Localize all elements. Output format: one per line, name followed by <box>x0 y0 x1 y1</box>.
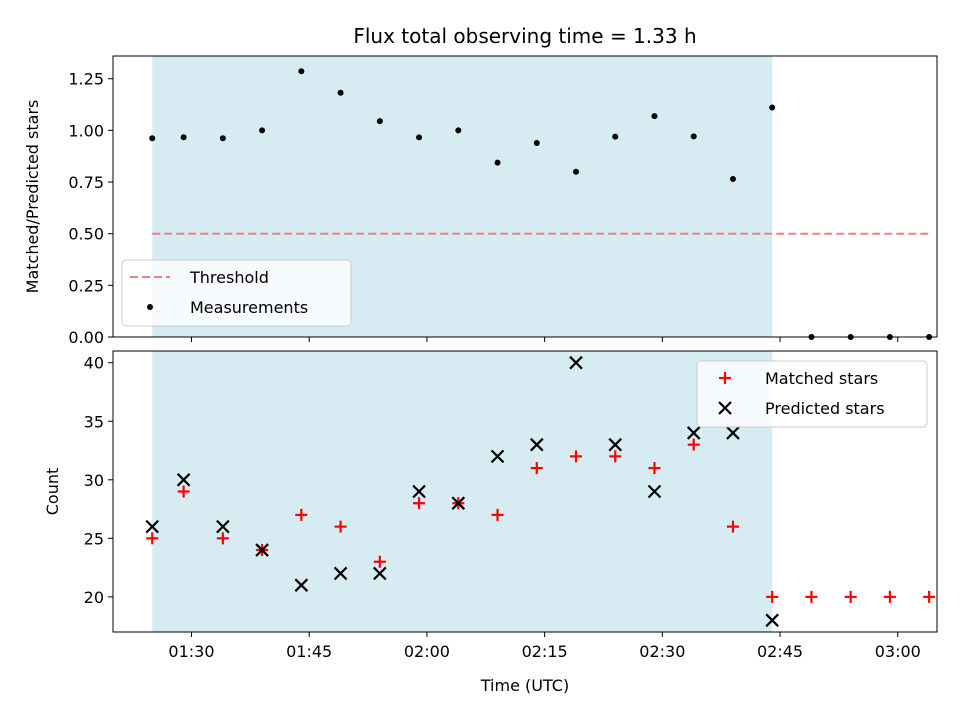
measurements-point <box>219 135 226 142</box>
measurements-point <box>149 135 156 142</box>
matched-stars-point <box>687 438 700 451</box>
top-y-axis-label: Matched/Predicted stars <box>23 100 42 294</box>
predicted-stars-point <box>412 484 426 499</box>
matched-stars-point <box>844 590 857 603</box>
x-tick-label: 02:00 <box>404 642 450 661</box>
matched-stars-point <box>413 497 426 510</box>
bottom-legend <box>696 360 928 428</box>
top-y-tick-label: 0.75 <box>68 173 104 192</box>
matched-stars-point <box>648 462 661 475</box>
legend-swatch-predicted-stars <box>718 401 732 415</box>
predicted-stars-point <box>176 473 191 487</box>
top-y-tick-label: 0.25 <box>68 276 104 295</box>
x-tick-label: 01:45 <box>286 642 332 661</box>
top-y-tick-label: 0.50 <box>68 225 104 244</box>
predicted-stars-point <box>255 543 269 557</box>
measurements-point <box>416 134 423 141</box>
predicted-stars-point <box>373 566 387 581</box>
predicted-stars-point <box>765 613 779 628</box>
top-panel-frame <box>112 55 938 338</box>
x-axis-label: Time (UTC) <box>480 676 569 695</box>
bottom-y-tick-label: 20 <box>84 588 104 607</box>
bottom-y-axis-label: Count <box>43 468 62 516</box>
measurements-point <box>769 104 776 111</box>
matched-stars-point <box>805 590 818 603</box>
bottom-y-tick-label: 35 <box>84 412 104 431</box>
bottom-panel-frame <box>112 350 938 633</box>
measurements-point <box>298 68 305 75</box>
bottom-panel: 20 25 30 35 40 01:30 01:45 02:00 02:15 02:30 02:45… <box>43 350 938 695</box>
predicted-stars-point <box>333 566 348 581</box>
x-tick-label: 02:30 <box>639 642 685 661</box>
matched-stars-point <box>726 520 739 533</box>
top-legend <box>121 259 352 327</box>
predicted-stars-point <box>451 496 466 510</box>
chart-title: Flux total observing time = 1.33 h <box>353 24 696 48</box>
measurements-point <box>337 89 344 96</box>
matched-stars-point <box>766 590 779 603</box>
top-y-tick-label: 0.00 <box>68 328 104 347</box>
predicted-stars-point <box>608 437 623 452</box>
legend-label-measurements: Measurements <box>190 298 308 317</box>
legend-label-predicted-stars: Predicted stars <box>765 399 885 418</box>
matched-stars-point <box>216 532 229 545</box>
x-tick-label: 03:00 <box>875 642 921 661</box>
predicted-stars-point <box>569 355 583 370</box>
measurements-point <box>729 175 736 182</box>
bottom-y-tick-label: 25 <box>84 529 104 548</box>
measurements-point <box>494 159 501 166</box>
measurements-point <box>573 168 580 175</box>
matched-stars-point <box>609 450 622 463</box>
matched-stars-point <box>146 532 159 545</box>
measurements-point <box>376 118 383 125</box>
predicted-stars-point <box>490 449 505 464</box>
measurements-point <box>259 127 266 134</box>
matched-stars-point <box>883 590 896 603</box>
predicted-stars-point <box>647 484 662 499</box>
matched-stars-point <box>570 450 583 463</box>
x-tick-label: 01:30 <box>168 642 214 661</box>
matched-stars-point <box>295 508 308 521</box>
bottom-y-tick-label: 30 <box>84 471 104 490</box>
legend-swatch-measurements <box>147 304 153 310</box>
bottom-observing-window-span <box>152 351 773 632</box>
matched-stars-point <box>530 462 543 475</box>
measurements-point <box>612 133 619 140</box>
predicted-stars-point <box>686 426 701 440</box>
measurements-point <box>690 133 697 140</box>
matched-stars-point <box>491 508 504 521</box>
top-panel: 0.00 0.25 0.50 0.75 1.00 1.25 Matched/Predict… <box>23 55 938 347</box>
matched-stars-point <box>177 485 190 498</box>
x-tick-label: 02:15 <box>522 642 568 661</box>
legend-label-matched-stars: Matched stars <box>765 369 878 388</box>
predicted-stars-point <box>726 426 740 440</box>
measurements-point <box>180 134 187 141</box>
matched-stars-point <box>334 520 347 533</box>
x-tick-label: 02:45 <box>757 642 803 661</box>
top-y-tick-label: 1.00 <box>68 121 104 140</box>
measurements-point <box>533 139 540 146</box>
legend-swatch-matched-stars <box>719 372 731 384</box>
measurements-point <box>455 127 462 134</box>
predicted-stars-point <box>529 437 544 452</box>
predicted-stars-point <box>216 519 230 534</box>
top-y-tick-label: 1.25 <box>68 70 104 89</box>
measurements-point <box>651 113 658 120</box>
predicted-stars-point <box>294 578 309 592</box>
legend-label-threshold: Threshold <box>189 268 269 287</box>
bottom-y-tick-label: 40 <box>84 354 104 373</box>
matched-stars-point <box>923 590 936 603</box>
matched-stars-point <box>373 555 386 568</box>
predicted-stars-point <box>145 519 160 534</box>
